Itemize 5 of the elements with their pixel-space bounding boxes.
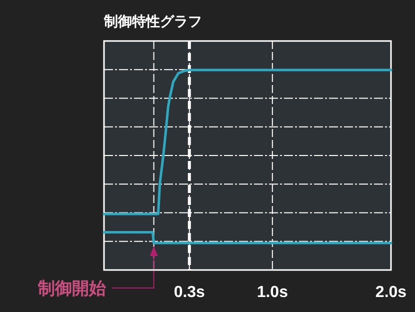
x-tick-label: 0.3s — [174, 284, 206, 301]
ref-line-label: 制御開始 — [37, 279, 107, 298]
chart-title: 制御特性グラフ — [103, 13, 202, 29]
x-tick-label: 1.0s — [256, 284, 288, 301]
x-tick-label: 2.0s — [375, 284, 407, 301]
